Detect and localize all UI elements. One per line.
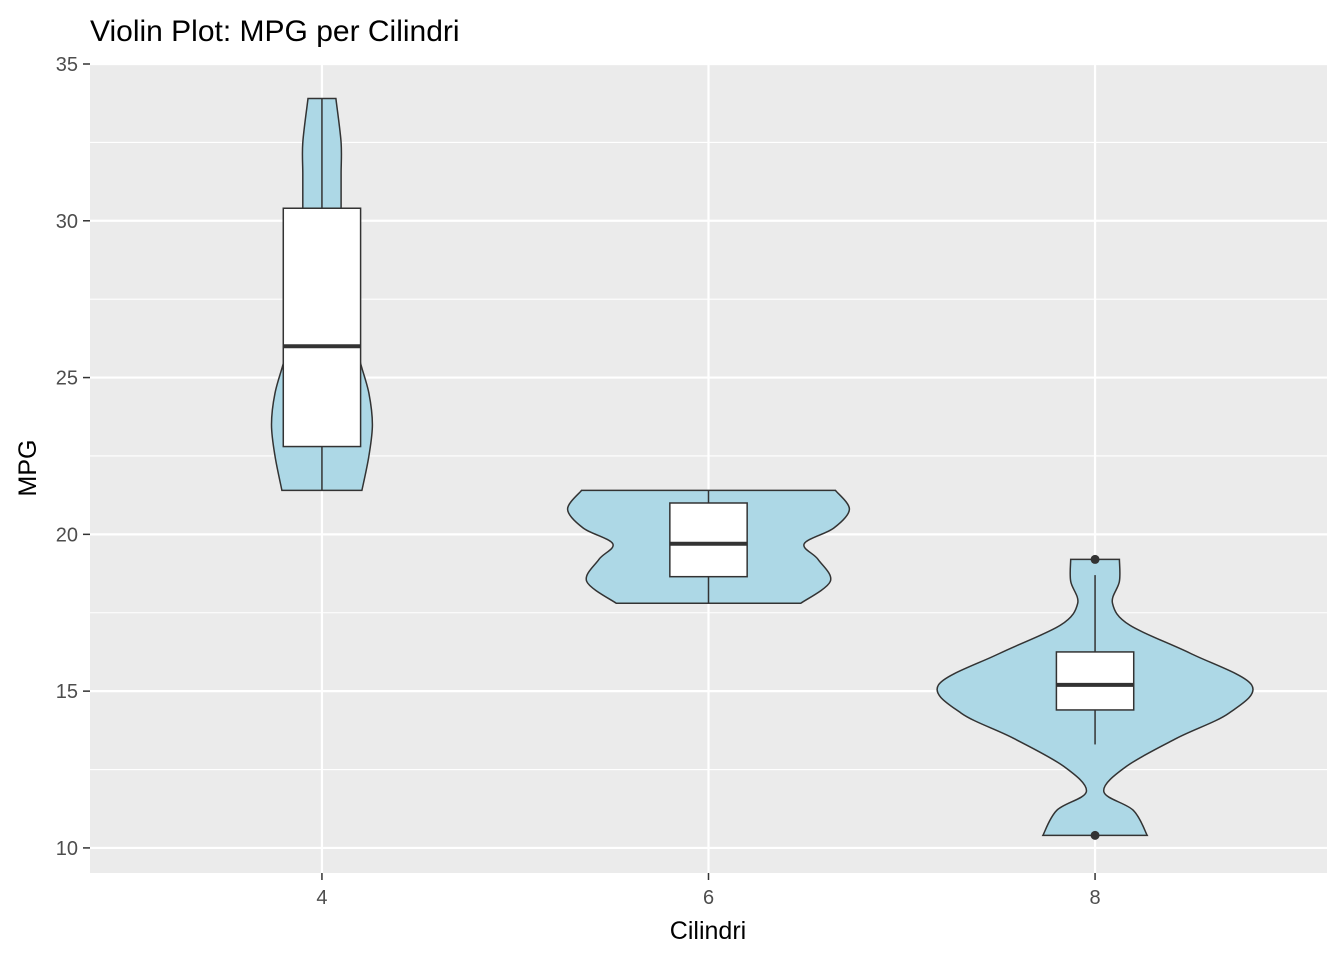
x-tick-label: 8	[1090, 887, 1101, 909]
box-6	[669, 502, 748, 578]
outlier-point-8	[1090, 830, 1100, 840]
outlier-point-8	[1090, 554, 1100, 564]
box-8	[1055, 651, 1135, 711]
y-axis-title: MPG	[14, 440, 42, 497]
x-tick-label: 4	[316, 887, 327, 909]
x-tick-label: 6	[703, 887, 714, 909]
box-4	[282, 207, 362, 448]
boxplots	[282, 98, 1135, 840]
chart-title: Violin Plot: MPG per Cilindri	[90, 15, 460, 48]
y-axis: 10 15 20 25 30 35	[56, 54, 90, 860]
y-tick-label: 10	[56, 838, 78, 860]
y-tick-label: 25	[56, 368, 78, 390]
x-axis-title: Cilindri	[670, 917, 746, 945]
y-tick-label: 20	[56, 524, 78, 546]
y-tick-label: 35	[56, 54, 78, 76]
x-axis: 4 6 8	[316, 873, 1101, 909]
y-tick-label: 30	[56, 211, 78, 233]
y-tick-label: 15	[56, 681, 78, 703]
